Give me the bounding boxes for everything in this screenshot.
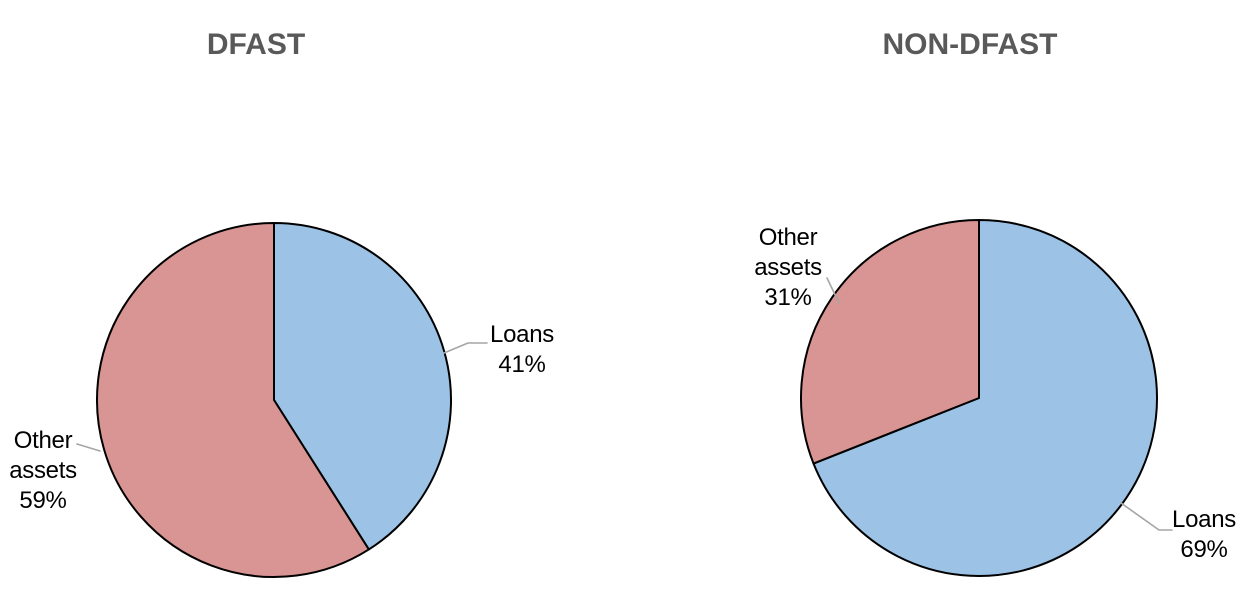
slice-label-pct: 69% <box>1180 536 1228 563</box>
leader-line-nondfast-loans <box>1120 502 1173 531</box>
leader-line-nondfast-other-assets <box>826 277 840 304</box>
pie-non-dfast <box>800 219 1158 577</box>
pie-dfast <box>96 222 452 578</box>
slice-label-dfast-other-assets: Other assets 59% <box>3 426 83 516</box>
chart-title-non-dfast: NON-DFAST <box>882 28 1058 61</box>
slice-label-pct: 41% <box>498 351 546 378</box>
leader-line-dfast-other-assets <box>76 443 101 452</box>
slice-label-text: Loans <box>490 321 554 348</box>
pie-slice-loans <box>812 219 1158 577</box>
slice-label-nondfast-other-assets: Other assets 31% <box>748 223 828 313</box>
slice-label-pct: 59% <box>19 487 67 514</box>
slice-label-pct: 31% <box>764 284 812 311</box>
chart-title-dfast: DFAST <box>206 28 306 61</box>
slice-label-text: Other assets <box>9 427 77 484</box>
slice-label-text: Other assets <box>754 224 822 281</box>
slice-label-dfast-loans: Loans 41% <box>482 320 562 380</box>
pie-slice-other-assets <box>800 219 980 465</box>
pie-slice-loans <box>273 222 452 551</box>
slice-label-text: Loans <box>1172 506 1236 533</box>
pie-slice-other-assets <box>96 222 370 578</box>
leader-line-dfast-loans <box>443 342 488 354</box>
slice-label-nondfast-loans: Loans 69% <box>1164 505 1244 565</box>
